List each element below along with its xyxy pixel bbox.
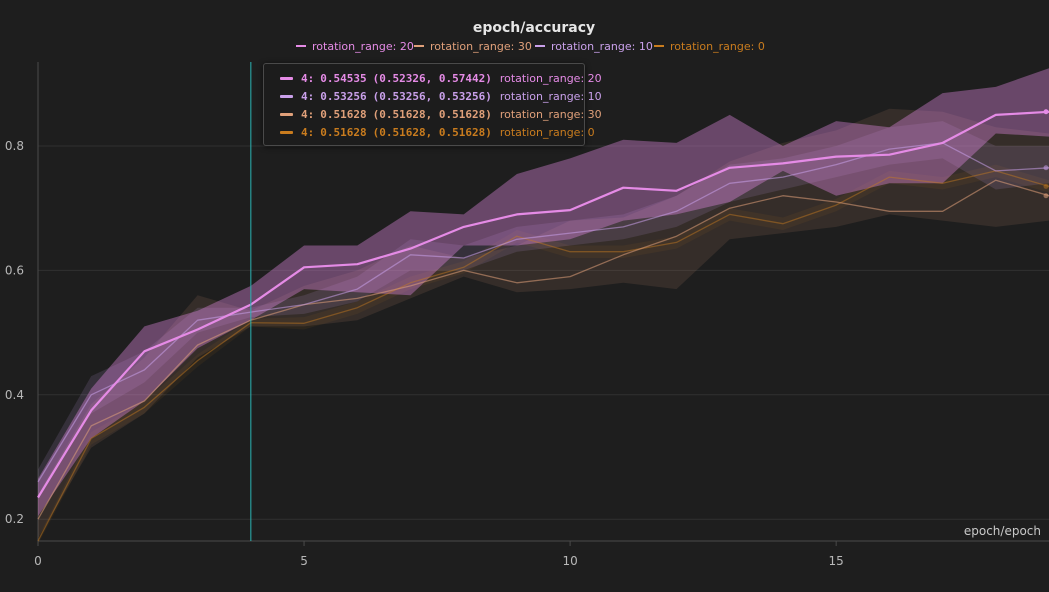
confidence-bands	[38, 68, 1049, 545]
tooltip-step: 4:	[301, 125, 315, 139]
tooltip-range: (0.52326, 0.57442)	[372, 71, 492, 85]
tooltip-step: 4:	[301, 89, 315, 103]
series-line[interactable]	[37, 142, 1049, 483]
x-tick-label: 0	[34, 554, 42, 568]
y-tick-label: 0.2	[5, 512, 24, 526]
tooltip-series-name: rotation_range: 30	[499, 107, 602, 121]
x-tick-label: 15	[829, 554, 844, 568]
chart-title: epoch/accuracy	[473, 20, 595, 36]
legend-item[interactable]: rotation_range: 0	[654, 40, 765, 53]
legend-item[interactable]: rotation_range: 20	[296, 40, 414, 53]
tooltip-range: (0.51628, 0.51628)	[372, 107, 492, 121]
grid-lines: 0.2 0.4 0.6 0.8	[5, 139, 1049, 526]
series-endpoint	[1043, 165, 1049, 171]
y-tick-label: 0.8	[5, 139, 24, 153]
legend-label: rotation_range: 30	[430, 40, 532, 53]
x-tick-label: 10	[562, 554, 577, 568]
x-axis-label: epoch/epoch	[964, 524, 1041, 538]
tooltip-step: 4:	[301, 71, 315, 85]
series-line[interactable]	[37, 110, 1049, 499]
x-tick-label: 5	[300, 554, 308, 568]
series-endpoint	[1043, 193, 1049, 199]
legend-label: rotation_range: 0	[670, 40, 765, 53]
confidence-band	[38, 68, 1049, 517]
tooltip-series-name: rotation_range: 0	[499, 125, 595, 139]
tooltip-swatch	[280, 94, 293, 98]
y-tick-label: 0.4	[5, 388, 24, 402]
confidence-band	[38, 121, 1049, 495]
series-lines[interactable]	[37, 110, 1049, 542]
axes: 0 5 10 15	[34, 62, 1049, 568]
confidence-band	[38, 164, 1049, 545]
tooltip-row: 4: 0.54535 (0.52326, 0.57442) rotation_rang…	[264, 69, 602, 87]
tooltip-range: (0.53256, 0.53256)	[372, 89, 492, 103]
legend-item[interactable]: rotation_range: 30	[414, 40, 532, 53]
legend-item[interactable]: rotation_range: 10	[535, 40, 653, 53]
series-line[interactable]	[37, 170, 1049, 542]
tooltip-series-name: rotation_range: 10	[499, 89, 602, 103]
tooltip-range: (0.51628, 0.51628)	[372, 125, 492, 139]
tooltip-row: 4: 0.51628 (0.51628, 0.51628) rotation_rang…	[264, 105, 602, 123]
tooltip-row: 4: 0.53256 (0.53256, 0.53256) rotation_rang…	[264, 87, 602, 105]
confidence-band	[38, 108, 1049, 538]
tooltip-swatch	[280, 112, 293, 116]
legend-label: rotation_range: 20	[312, 40, 414, 53]
tooltip-value: 0.51628	[320, 125, 367, 139]
tooltip-series-name: rotation_range: 20	[499, 71, 602, 85]
tooltip-swatch	[280, 130, 293, 134]
tooltip-row: 4: 0.51628 (0.51628, 0.51628) rotation_rang…	[264, 123, 595, 141]
tooltip-value: 0.54535	[320, 71, 367, 85]
series-endpoint	[1043, 109, 1049, 115]
series-line[interactable]	[37, 179, 1049, 520]
series-endpoint	[1043, 183, 1049, 189]
tooltip-swatch	[280, 76, 293, 80]
tooltip-value: 0.51628	[320, 107, 367, 121]
legend: rotation_range: 20 rotation_range: 30 rota…	[296, 40, 765, 53]
tooltip-step: 4:	[301, 107, 315, 121]
legend-label: rotation_range: 10	[551, 40, 653, 53]
hover-tooltip: 4: 0.54535 (0.52326, 0.57442) rotation_rang…	[263, 63, 602, 146]
y-tick-label: 0.6	[5, 263, 24, 277]
series-endpoints	[1043, 109, 1049, 199]
tooltip-value: 0.53256	[320, 89, 367, 103]
